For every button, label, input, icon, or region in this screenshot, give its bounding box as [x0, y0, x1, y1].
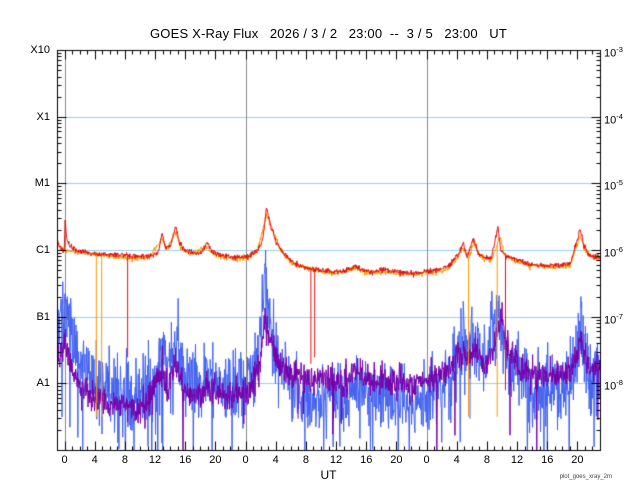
goes-xray-flux-plot: GOES X-Ray Flux 2026 / 3 / 2 23:00 -- 3 … [0, 0, 640, 500]
xray-flux-plot-canvas [0, 0, 640, 500]
